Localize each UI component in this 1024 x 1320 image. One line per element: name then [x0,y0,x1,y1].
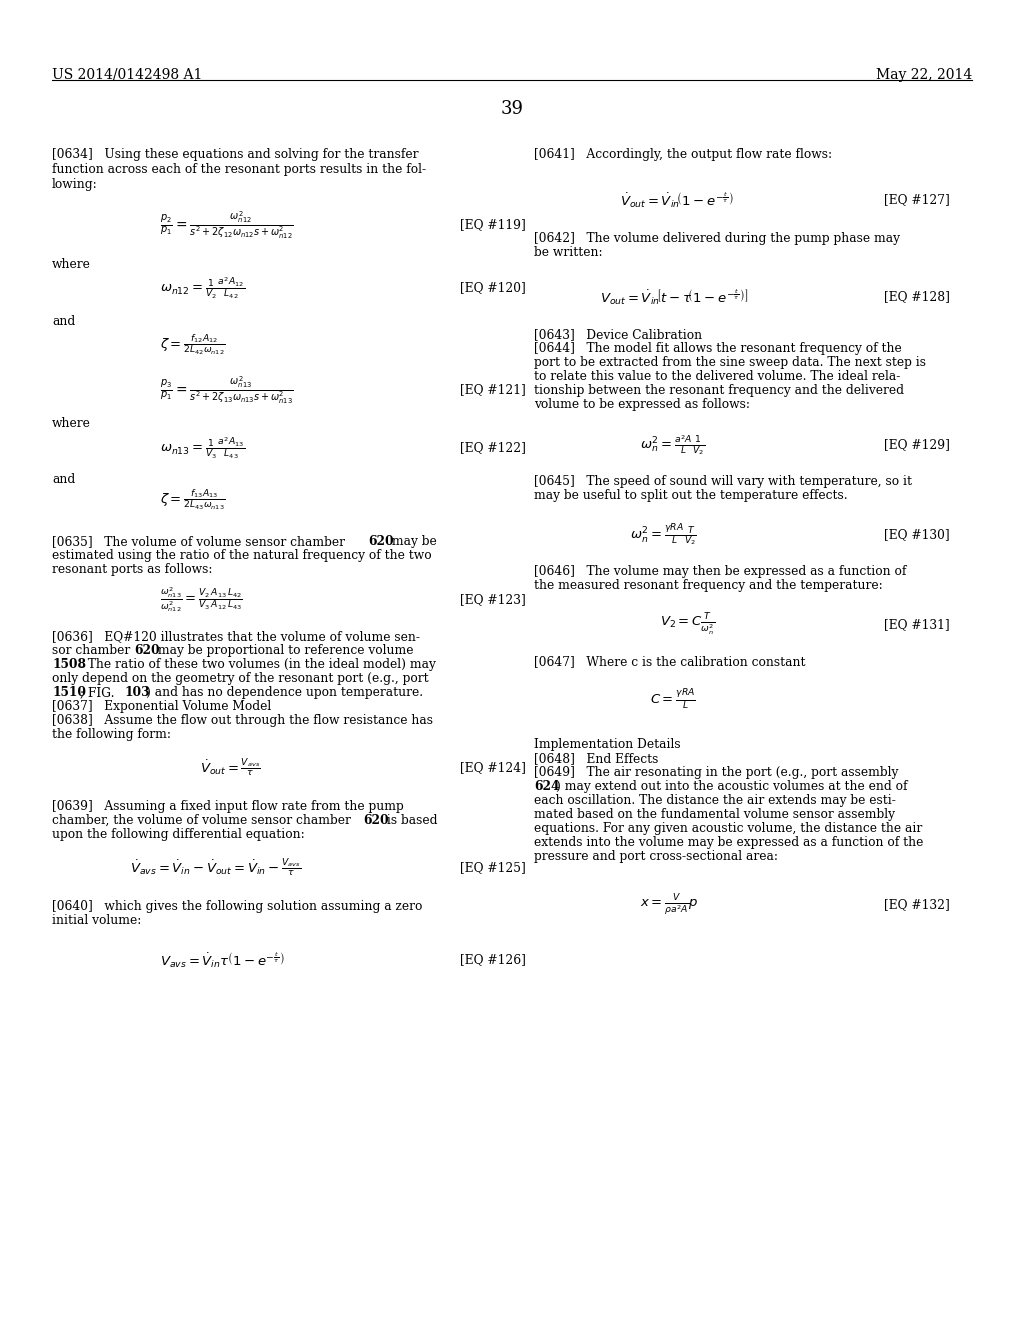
Text: [EQ #124]: [EQ #124] [460,762,526,775]
Text: [0637]   Exponential Volume Model: [0637] Exponential Volume Model [52,700,271,713]
Text: $V_{out} = \dot{V}_{in}\!\left[t - \tau\!\left(1 - e^{-\frac{t}{\tau}}\right)\ri: $V_{out} = \dot{V}_{in}\!\left[t - \tau\… [600,288,749,306]
Text: each oscillation. The distance the air extends may be esti-: each oscillation. The distance the air e… [534,795,896,807]
Text: resonant ports as follows:: resonant ports as follows: [52,564,213,576]
Text: 1510: 1510 [52,686,86,700]
Text: [EQ #132]: [EQ #132] [885,899,950,912]
Text: [0640]   which gives the following solution assuming a zero: [0640] which gives the following solutio… [52,900,422,913]
Text: [EQ #128]: [EQ #128] [884,290,950,304]
Text: pressure and port cross-sectional area:: pressure and port cross-sectional area: [534,850,778,863]
Text: $\omega_{n12} = \frac{1}{V_2}\frac{a^2 A_{12}}{L_{42}}$: $\omega_{n12} = \frac{1}{V_2}\frac{a^2 A… [160,276,245,301]
Text: [0634]   Using these equations and solving for the transfer: [0634] Using these equations and solving… [52,148,419,161]
Text: chamber, the volume of volume sensor chamber: chamber, the volume of volume sensor cha… [52,814,354,828]
Text: 39: 39 [501,100,523,117]
Text: [EQ #121]: [EQ #121] [460,384,525,396]
Text: [0649]   The air resonating in the port (e.g., port assembly: [0649] The air resonating in the port (e… [534,766,898,779]
Text: [EQ #123]: [EQ #123] [460,594,525,606]
Text: . The ratio of these two volumes (in the ideal model) may: . The ratio of these two volumes (in the… [80,657,436,671]
Text: function across each of the resonant ports results in the fol-: function across each of the resonant por… [52,162,426,176]
Text: $\dot{V}_{avs} = \dot{V}_{in} - \dot{V}_{out} = \dot{V}_{in} - \frac{V_{avs}}{\t: $\dot{V}_{avs} = \dot{V}_{in} - \dot{V}_… [130,857,301,879]
Text: [0643]   Device Calibration: [0643] Device Calibration [534,327,702,341]
Text: [EQ #122]: [EQ #122] [460,441,526,454]
Text: and: and [52,473,75,486]
Text: $\omega_n^2 = \frac{\gamma R A}{L}\frac{T}{V_2}$: $\omega_n^2 = \frac{\gamma R A}{L}\frac{… [630,523,696,548]
Text: to relate this value to the delivered volume. The ideal rela-: to relate this value to the delivered vo… [534,370,900,383]
Text: upon the following differential equation:: upon the following differential equation… [52,828,305,841]
Text: and: and [52,315,75,327]
Text: [EQ #127]: [EQ #127] [885,194,950,206]
Text: ; FIG.: ; FIG. [80,686,119,700]
Text: [0647]   Where c is the calibration constant: [0647] Where c is the calibration consta… [534,655,806,668]
Text: only depend on the geometry of the resonant port (e.g., port: only depend on the geometry of the reson… [52,672,429,685]
Text: Implementation Details: Implementation Details [534,738,681,751]
Text: lowing:: lowing: [52,178,97,191]
Text: 1508: 1508 [52,657,86,671]
Text: initial volume:: initial volume: [52,913,141,927]
Text: [0648]   End Effects: [0648] End Effects [534,752,658,766]
Text: $C = \frac{\gamma R A}{L}$: $C = \frac{\gamma R A}{L}$ [650,688,695,711]
Text: may be proportional to reference volume: may be proportional to reference volume [154,644,414,657]
Text: is based: is based [383,814,437,828]
Text: [0636]   EQ#120 illustrates that the volume of volume sen-: [0636] EQ#120 illustrates that the volum… [52,630,420,643]
Text: US 2014/0142498 A1: US 2014/0142498 A1 [52,69,203,82]
Text: $\dot{V}_{out} = \dot{V}_{in}\!\left(1 - e^{-\frac{t}{\tau}}\right)$: $\dot{V}_{out} = \dot{V}_{in}\!\left(1 -… [620,190,733,210]
Text: may be: may be [388,535,437,548]
Text: [EQ #120]: [EQ #120] [460,281,525,294]
Text: port to be extracted from the sine sweep data. The next step is: port to be extracted from the sine sweep… [534,356,926,370]
Text: be written:: be written: [534,246,603,259]
Text: [0645]   The speed of sound will vary with temperature, so it: [0645] The speed of sound will vary with… [534,475,912,488]
Text: May 22, 2014: May 22, 2014 [876,69,972,82]
Text: [EQ #126]: [EQ #126] [460,953,526,966]
Text: [0638]   Assume the flow out through the flow resistance has: [0638] Assume the flow out through the f… [52,714,433,727]
Text: 620: 620 [362,814,389,828]
Text: the measured resonant frequency and the temperature:: the measured resonant frequency and the … [534,579,883,591]
Text: [EQ #119]: [EQ #119] [460,219,525,231]
Text: 620: 620 [134,644,160,657]
Text: volume to be expressed as follows:: volume to be expressed as follows: [534,399,750,411]
Text: $\zeta = \frac{f_{12}A_{12}}{2L_{42}\omega_{n12}}$: $\zeta = \frac{f_{12}A_{12}}{2L_{42}\ome… [160,333,225,358]
Text: extends into the volume may be expressed as a function of the: extends into the volume may be expressed… [534,836,924,849]
Text: mated based on the fundamental volume sensor assembly: mated based on the fundamental volume se… [534,808,895,821]
Text: the following form:: the following form: [52,729,171,741]
Text: 103: 103 [124,686,150,700]
Text: $\omega_{n13} = \frac{1}{V_3}\frac{a^2 A_{13}}{L_{43}}$: $\omega_{n13} = \frac{1}{V_3}\frac{a^2 A… [160,436,245,461]
Text: tionship between the resonant frequency and the delivered: tionship between the resonant frequency … [534,384,904,397]
Text: [0642]   The volume delivered during the pump phase may: [0642] The volume delivered during the p… [534,232,900,246]
Text: $\frac{p_3}{p_1} = \frac{\omega_{n13}^2}{s^2 + 2\zeta_{13}\omega_{n13}s + \omega: $\frac{p_3}{p_1} = \frac{\omega_{n13}^2}… [160,374,294,405]
Text: [0646]   The volume may then be expressed as a function of: [0646] The volume may then be expressed … [534,565,906,578]
Text: 624: 624 [534,780,559,793]
Text: sor chamber: sor chamber [52,644,134,657]
Text: [EQ #130]: [EQ #130] [885,528,950,541]
Text: ) may extend out into the acoustic volumes at the end of: ) may extend out into the acoustic volum… [556,780,907,793]
Text: where: where [52,257,91,271]
Text: $\omega_n^2 = \frac{a^2 A}{L}\frac{1}{V_2}$: $\omega_n^2 = \frac{a^2 A}{L}\frac{1}{V_… [640,433,706,457]
Text: $x = \frac{V}{\rho a^2 A}p$: $x = \frac{V}{\rho a^2 A}p$ [640,892,698,917]
Text: [EQ #125]: [EQ #125] [460,862,525,874]
Text: [0635]   The volume of volume sensor chamber: [0635] The volume of volume sensor chamb… [52,535,349,548]
Text: [0644]   The model fit allows the resonant frequency of the: [0644] The model fit allows the resonant… [534,342,902,355]
Text: [EQ #131]: [EQ #131] [885,619,950,631]
Text: 620: 620 [368,535,393,548]
Text: where: where [52,417,91,430]
Text: [0641]   Accordingly, the output flow rate flows:: [0641] Accordingly, the output flow rate… [534,148,833,161]
Text: [EQ #129]: [EQ #129] [884,438,950,451]
Text: ) and has no dependence upon temperature.: ) and has no dependence upon temperature… [146,686,423,700]
Text: $\dot{V}_{out} = \frac{V_{avs}}{\tau}$: $\dot{V}_{out} = \frac{V_{avs}}{\tau}$ [200,756,261,779]
Text: $V_2 = C\frac{T}{\omega_n^2}$: $V_2 = C\frac{T}{\omega_n^2}$ [660,612,716,638]
Text: $V_{avs} = \dot{V}_{in}\tau\left(1 - e^{-\frac{t}{\tau}}\right)$: $V_{avs} = \dot{V}_{in}\tau\left(1 - e^{… [160,950,285,970]
Text: estimated using the ratio of the natural frequency of the two: estimated using the ratio of the natural… [52,549,432,562]
Text: $\frac{\omega_{n13}^2}{\omega_{n12}^2} = \frac{V_2}{V_3}\frac{A_{13}}{A_{12}}\fr: $\frac{\omega_{n13}^2}{\omega_{n12}^2} =… [160,586,243,614]
Text: $\frac{p_2}{p_1} = \frac{\omega_{n12}^2}{s^2 + 2\zeta_{12}\omega_{n12}s + \omega: $\frac{p_2}{p_1} = \frac{\omega_{n12}^2}… [160,209,294,240]
Text: $\zeta = \frac{f_{13}A_{13}}{2L_{43}\omega_{n13}}$: $\zeta = \frac{f_{13}A_{13}}{2L_{43}\ome… [160,488,225,512]
Text: [0639]   Assuming a fixed input flow rate from the pump: [0639] Assuming a fixed input flow rate … [52,800,403,813]
Text: may be useful to split out the temperature effects.: may be useful to split out the temperatu… [534,488,848,502]
Text: equations. For any given acoustic volume, the distance the air: equations. For any given acoustic volume… [534,822,923,836]
